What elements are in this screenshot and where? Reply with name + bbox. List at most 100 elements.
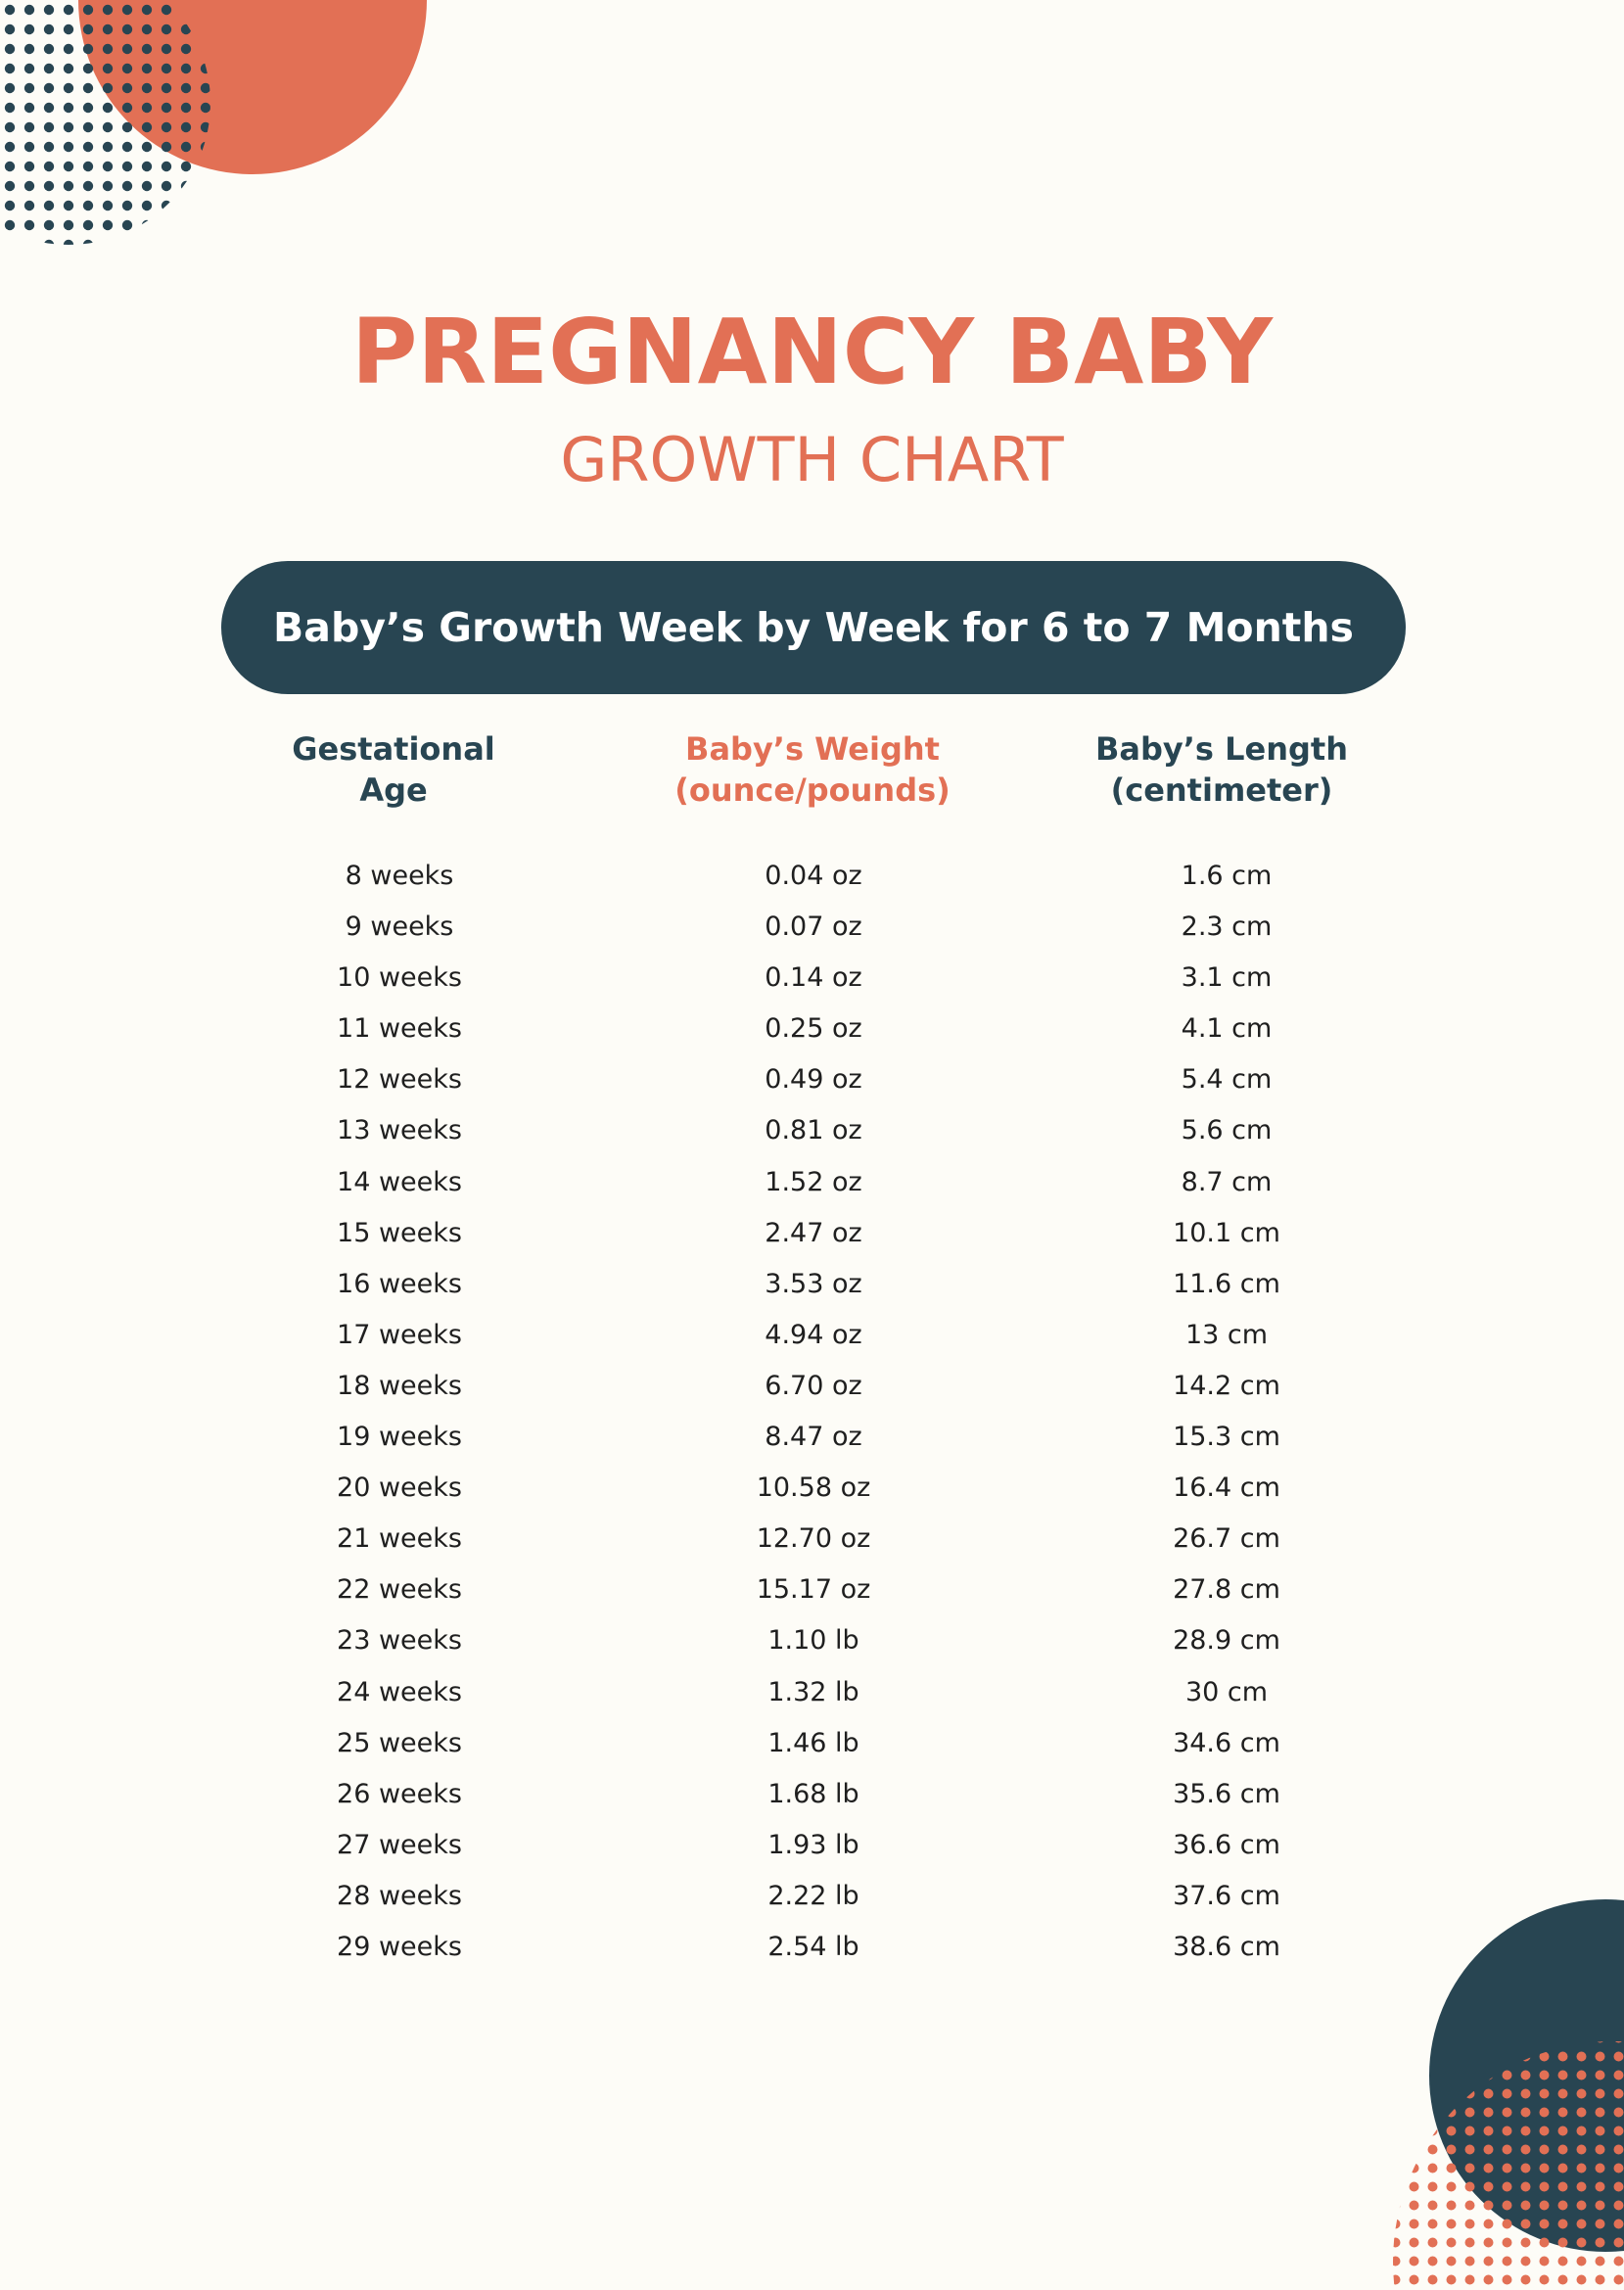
cell-gestational-age: 25 weeks — [337, 1727, 462, 1758]
cell-baby-length: 4.1 cm — [1181, 1013, 1273, 1045]
cell-gestational-age: 17 weeks — [337, 1319, 462, 1350]
cell-baby-length: 3.1 cm — [1181, 962, 1273, 994]
table-row: 16 weeks 3.53 oz 11.6 cm — [0, 1259, 1624, 1310]
cell-baby-length: 14.2 cm — [1173, 1370, 1280, 1401]
header-line: Baby’s Length — [1095, 730, 1348, 768]
cell-baby-weight: 0.14 oz — [765, 962, 862, 994]
table-row: 14 weeks 1.52 oz 8.7 cm — [0, 1157, 1624, 1208]
cell-baby-length: 15.3 cm — [1173, 1422, 1280, 1453]
table-row: 27 weeks 1.93 lb 36.6 cm — [0, 1820, 1624, 1871]
cell-gestational-age: 19 weeks — [337, 1422, 462, 1453]
cell-baby-weight: 2.54 lb — [767, 1931, 859, 1962]
cell-baby-weight: 2.22 lb — [767, 1880, 859, 1911]
cell-baby-length: 34.6 cm — [1173, 1727, 1280, 1758]
cell-baby-length: 11.6 cm — [1173, 1268, 1280, 1299]
cell-gestational-age: 20 weeks — [337, 1472, 462, 1504]
cell-baby-weight: 12.70 oz — [756, 1523, 871, 1555]
cell-baby-weight: 1.32 lb — [767, 1676, 859, 1707]
cell-baby-length: 27.8 cm — [1173, 1574, 1280, 1606]
table-row: 25 weeks 1.46 lb 34.6 cm — [0, 1718, 1624, 1769]
cell-gestational-age: 14 weeks — [337, 1166, 462, 1197]
cell-gestational-age: 26 weeks — [337, 1778, 462, 1809]
cell-gestational-age: 24 weeks — [337, 1676, 462, 1707]
table-row: 11 weeks 0.25 oz 4.1 cm — [0, 1004, 1624, 1054]
cell-gestational-age: 28 weeks — [337, 1880, 462, 1911]
cell-baby-length: 35.6 cm — [1173, 1778, 1280, 1809]
table-row: 20 weeks 10.58 oz 16.4 cm — [0, 1463, 1624, 1514]
table-row: 10 weeks 0.14 oz 3.1 cm — [0, 953, 1624, 1004]
cell-gestational-age: 9 weeks — [345, 911, 454, 943]
top-left-decoration — [0, 0, 427, 245]
cell-baby-length: 36.6 cm — [1173, 1829, 1280, 1860]
cell-baby-length: 5.6 cm — [1181, 1115, 1273, 1146]
header-line: Gestational — [292, 730, 495, 768]
header-line: (ounce/pounds) — [674, 771, 951, 809]
cell-gestational-age: 15 weeks — [337, 1217, 462, 1248]
cell-gestational-age: 13 weeks — [337, 1115, 462, 1146]
cell-baby-weight: 1.10 lb — [767, 1625, 859, 1657]
table-row: 28 weeks 2.22 lb 37.6 cm — [0, 1871, 1624, 1922]
header-line: Baby’s Weight — [685, 730, 940, 768]
cell-baby-length: 5.4 cm — [1181, 1064, 1273, 1096]
cell-baby-weight: 15.17 oz — [756, 1574, 871, 1606]
cell-gestational-age: 16 weeks — [337, 1268, 462, 1299]
banner-text: Baby’s Growth Week by Week for 6 to 7 Mo… — [273, 604, 1354, 651]
cell-gestational-age: 27 weeks — [337, 1829, 462, 1860]
header-gestational-age: Gestational Age — [188, 728, 599, 811]
cell-baby-weight: 0.25 oz — [765, 1013, 862, 1045]
cell-baby-length: 1.6 cm — [1181, 861, 1273, 891]
table-row: 23 weeks 1.10 lb 28.9 cm — [0, 1615, 1624, 1666]
cell-baby-weight: 3.53 oz — [765, 1268, 862, 1299]
cell-baby-weight: 1.68 lb — [767, 1778, 859, 1809]
cell-baby-length: 38.6 cm — [1173, 1931, 1280, 1962]
bottom-right-decoration — [1393, 1899, 1624, 2290]
cell-baby-weight: 0.04 oz — [765, 861, 862, 891]
table-row: 26 weeks 1.68 lb 35.6 cm — [0, 1769, 1624, 1820]
cell-gestational-age: 11 weeks — [337, 1013, 462, 1045]
cell-baby-length: 28.9 cm — [1173, 1625, 1280, 1657]
header-line: (centimeter) — [1110, 771, 1333, 809]
table-row: 9 weeks 0.07 oz 2.3 cm — [0, 902, 1624, 953]
cell-baby-weight: 1.46 lb — [767, 1727, 859, 1758]
cell-baby-weight: 1.93 lb — [767, 1829, 859, 1860]
table-row: 24 weeks 1.32 lb 30 cm — [0, 1667, 1624, 1718]
table-row: 18 weeks 6.70 oz 14.2 cm — [0, 1361, 1624, 1412]
table-row: 12 weeks 0.49 oz 5.4 cm — [0, 1054, 1624, 1105]
cell-baby-weight: 0.07 oz — [765, 911, 862, 943]
table-row: 8 weeks 0.04 oz 1.6 cm — [0, 851, 1624, 902]
cell-gestational-age: 18 weeks — [337, 1370, 462, 1401]
cell-baby-weight: 8.47 oz — [765, 1422, 862, 1453]
cell-baby-length: 30 cm — [1184, 1676, 1269, 1707]
cell-baby-length: 8.7 cm — [1181, 1166, 1273, 1197]
table-row: 21 weeks 12.70 oz 26.7 cm — [0, 1514, 1624, 1565]
growth-table-body: 8 weeks 0.04 oz 1.6 cm 9 weeks 0.07 oz 2.3 cm… — [0, 851, 1624, 1973]
page-title: PREGNANCY BABY — [350, 300, 1274, 404]
cell-baby-weight: 4.94 oz — [765, 1319, 862, 1350]
cell-baby-length: 13 cm — [1184, 1319, 1269, 1350]
cell-baby-weight: 2.47 oz — [765, 1217, 862, 1248]
cell-baby-weight: 6.70 oz — [765, 1370, 862, 1401]
table-row: 22 weeks 15.17 oz 27.8 cm — [0, 1565, 1624, 1615]
cell-baby-weight: 1.52 oz — [765, 1166, 862, 1197]
table-row: 17 weeks 4.94 oz 13 cm — [0, 1310, 1624, 1361]
cell-gestational-age: 8 weeks — [345, 861, 454, 891]
cell-baby-length: 10.1 cm — [1173, 1217, 1280, 1248]
table-row: 29 weeks 2.54 lb 38.6 cm — [0, 1922, 1624, 1973]
page-subtitle: GROWTH CHART — [560, 424, 1064, 495]
cell-baby-length: 26.7 cm — [1173, 1523, 1280, 1555]
cell-gestational-age: 10 weeks — [337, 962, 462, 994]
table-row: 19 weeks 8.47 oz 15.3 cm — [0, 1412, 1624, 1463]
cell-gestational-age: 21 weeks — [337, 1523, 462, 1555]
header-baby-weight: Baby’s Weight (ounce/pounds) — [607, 728, 1018, 811]
cell-baby-weight: 0.81 oz — [765, 1115, 862, 1146]
section-banner: Baby’s Growth Week by Week for 6 to 7 Mo… — [221, 561, 1406, 694]
cell-gestational-age: 23 weeks — [337, 1625, 462, 1657]
cell-baby-weight: 10.58 oz — [756, 1472, 871, 1504]
cell-gestational-age: 12 weeks — [337, 1064, 462, 1096]
cell-baby-length: 16.4 cm — [1173, 1472, 1280, 1504]
cell-baby-length: 37.6 cm — [1173, 1880, 1280, 1911]
cell-gestational-age: 22 weeks — [337, 1574, 462, 1606]
cell-baby-length: 2.3 cm — [1181, 911, 1273, 943]
table-row: 13 weeks 0.81 oz 5.6 cm — [0, 1105, 1624, 1156]
header-line: Age — [359, 771, 428, 809]
